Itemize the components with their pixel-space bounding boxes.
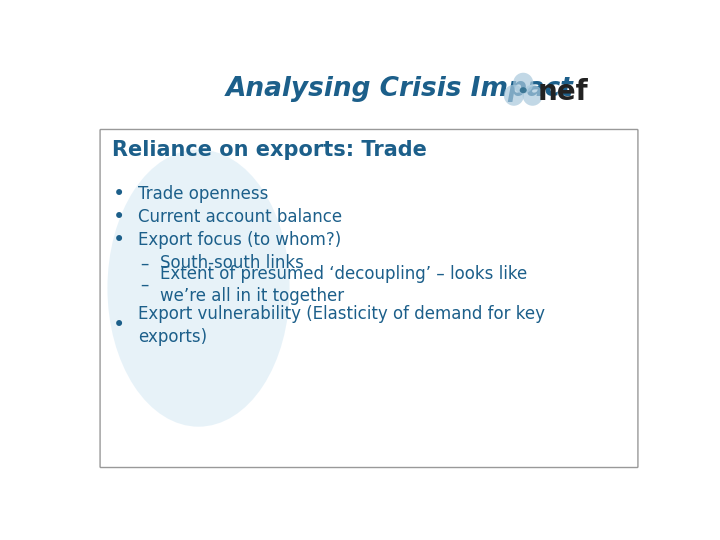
Text: –: – — [140, 254, 148, 273]
Ellipse shape — [520, 87, 527, 93]
Text: Trade openness: Trade openness — [138, 185, 269, 203]
Ellipse shape — [523, 85, 543, 106]
Text: Analysing Crisis Impact: Analysing Crisis Impact — [225, 77, 574, 103]
Text: South-south links: South-south links — [160, 254, 304, 273]
Text: Extent of presumed ‘decoupling’ – looks like
we’re all in it together: Extent of presumed ‘decoupling’ – looks … — [160, 265, 527, 306]
Text: •: • — [113, 184, 125, 204]
FancyBboxPatch shape — [100, 130, 638, 468]
Text: •: • — [113, 207, 125, 227]
Text: nef: nef — [537, 78, 588, 106]
Ellipse shape — [504, 85, 524, 106]
Text: Export focus (to whom?): Export focus (to whom?) — [138, 231, 341, 249]
Text: –: – — [140, 276, 148, 294]
Ellipse shape — [513, 73, 534, 94]
Text: •: • — [113, 231, 125, 251]
Text: Export vulnerability (Elasticity of demand for key
exports): Export vulnerability (Elasticity of dema… — [138, 305, 545, 346]
Text: •: • — [113, 315, 125, 335]
Text: Reliance on exports: Trade: Reliance on exports: Trade — [112, 139, 426, 159]
Text: Current account balance: Current account balance — [138, 208, 342, 226]
Ellipse shape — [107, 150, 289, 427]
